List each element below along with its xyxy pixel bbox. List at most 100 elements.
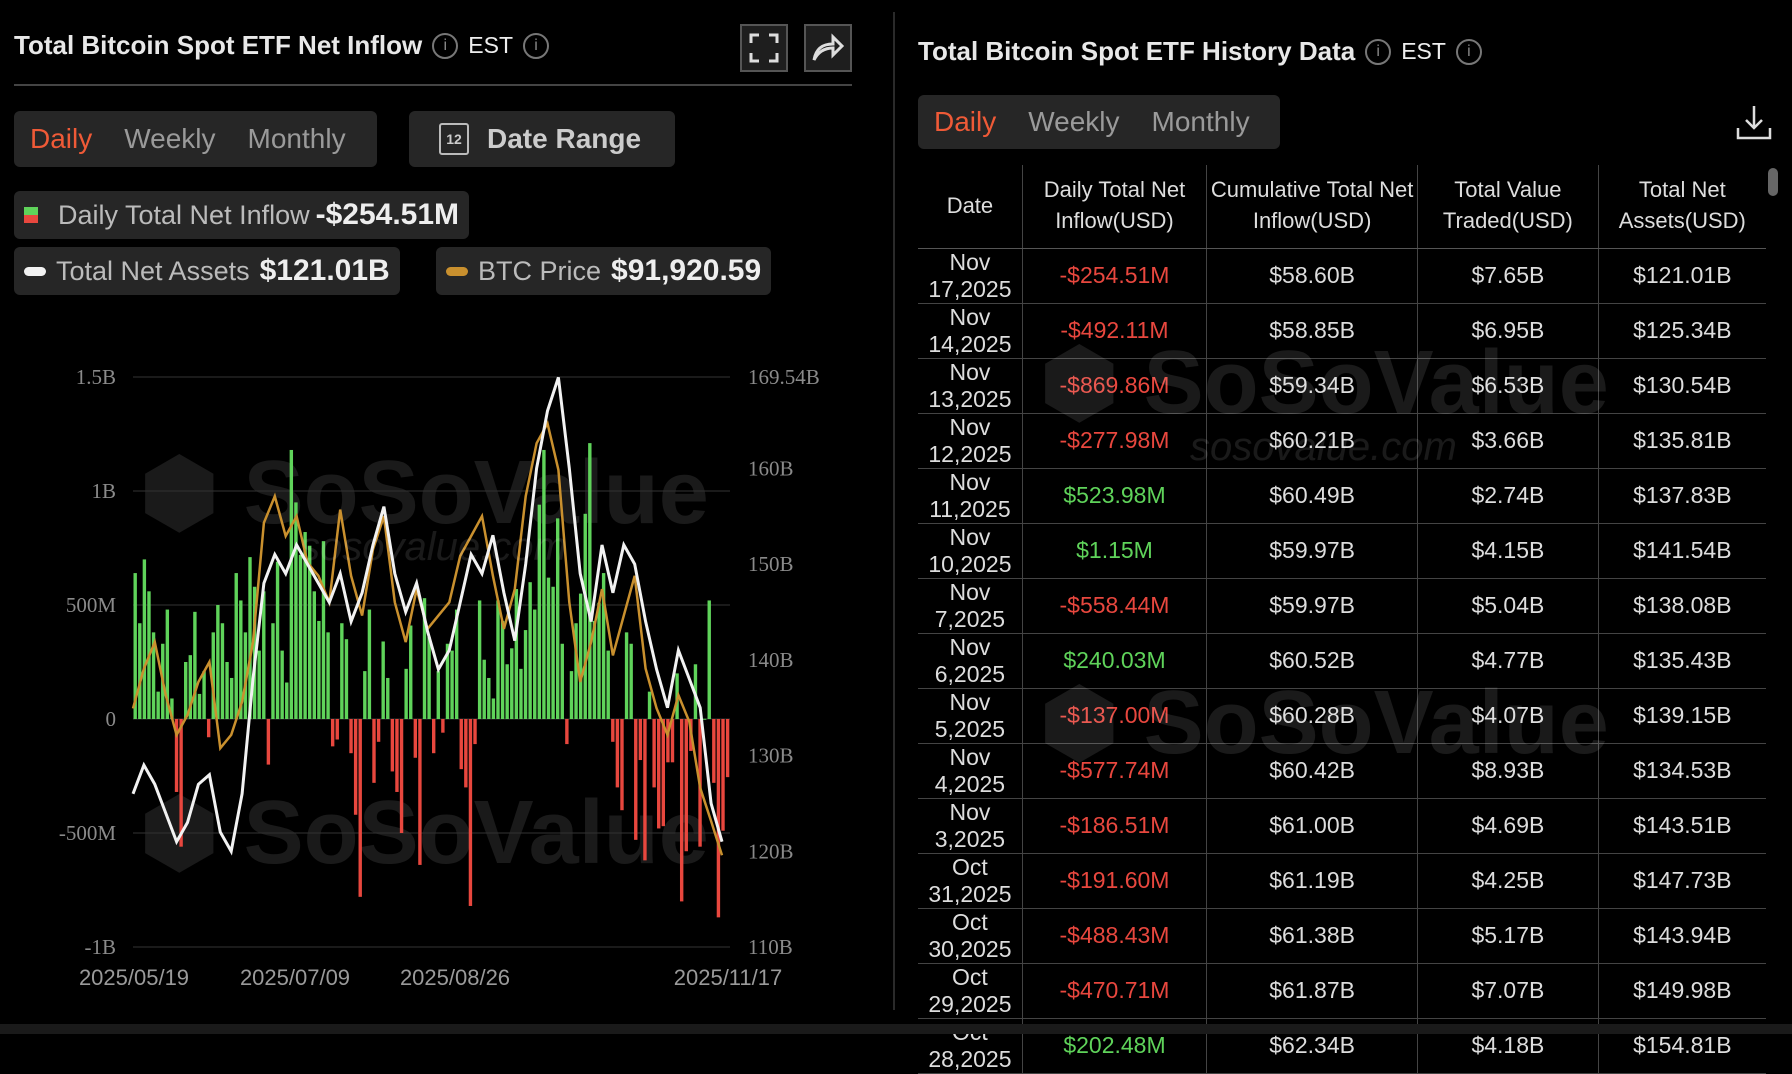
table-cell: $6.53B	[1417, 358, 1599, 414]
tab-daily[interactable]: Daily	[934, 106, 997, 137]
table-cell: Oct 29,2025	[918, 963, 1023, 1019]
inflow-bar	[551, 586, 555, 719]
inflow-bar	[248, 557, 252, 719]
column-header: Total Net Assets(USD)	[1597, 165, 1766, 249]
inflow-bar	[482, 659, 486, 719]
table-cell: $4.25B	[1417, 853, 1599, 909]
download-button[interactable]	[1736, 104, 1772, 145]
table-row[interactable]: Oct 30,2025 -$488.43M $61.38B $5.17B $143.94…	[918, 908, 1766, 964]
inflow-bar	[340, 623, 344, 719]
panel-title-text: Total Bitcoin Spot ETF Net Inflow	[14, 30, 423, 60]
y-left-tick-label: 1B	[91, 479, 116, 503]
history-panel-title: Total Bitcoin Spot ETF History Data i ES…	[918, 36, 1482, 67]
table-cell: $60.49B	[1206, 468, 1418, 524]
legend-total-net-assets[interactable]: Total Net Assets $121.01B	[14, 247, 400, 295]
x-tick-label: 2025/05/19	[79, 965, 189, 990]
table-row[interactable]: Nov 6,2025 $240.03M $60.52B $4.77B $135.43B	[918, 633, 1766, 689]
inflow-bar	[285, 682, 289, 719]
table-cell: -$254.51M	[1021, 248, 1207, 304]
inflow-bar	[533, 609, 537, 719]
inflow-bar	[202, 671, 206, 719]
table-row[interactable]: Nov 10,2025 $1.15M $59.97B $4.15B $141.54B	[918, 523, 1766, 579]
table-cell: $523.98M	[1021, 468, 1207, 524]
inflow-bar	[445, 643, 450, 719]
inflow-bar	[464, 719, 468, 788]
info-icon[interactable]: i	[1455, 38, 1482, 65]
inflow-bar	[133, 573, 137, 719]
tab-weekly[interactable]: Weekly	[124, 123, 216, 154]
table-cell: $8.93B	[1417, 743, 1599, 799]
table-cell: $60.42B	[1206, 743, 1418, 799]
inflow-bar	[473, 719, 477, 745]
inflow-bar	[427, 636, 431, 719]
table-scrollbar[interactable]	[1768, 168, 1778, 196]
inflow-bar	[477, 600, 482, 719]
legend-value: -$254.51M	[315, 198, 460, 231]
inflow-bar	[308, 545, 312, 719]
table-cell: $4.77B	[1417, 633, 1599, 689]
table-row[interactable]: Oct 31,2025 -$191.60M $61.19B $4.25B $147.73…	[918, 853, 1766, 909]
inflow-bar	[652, 719, 656, 788]
tab-monthly[interactable]: Monthly	[1151, 106, 1250, 137]
tab-monthly[interactable]: Monthly	[247, 123, 346, 154]
inflow-swatch-icon	[24, 207, 38, 223]
share-button[interactable]	[804, 24, 852, 72]
inflow-bar	[294, 502, 298, 719]
inflow-bar	[487, 677, 491, 719]
inflow-bar	[528, 582, 532, 719]
table-row[interactable]: Nov 7,2025 -$558.44M $59.97B $5.04B $138.08B	[918, 578, 1766, 634]
table-row[interactable]: Nov 17,2025 -$254.51M $58.60B $7.65B $121.01…	[918, 248, 1766, 304]
table-row[interactable]: Oct 29,2025 -$470.71M $61.87B $7.07B $149.98…	[918, 963, 1766, 1019]
inflow-bar	[661, 719, 666, 827]
tab-weekly[interactable]: Weekly	[1028, 106, 1120, 137]
inflow-bar	[615, 719, 620, 788]
table-row[interactable]: Nov 14,2025 -$492.11M $58.85B $6.95B $125.34…	[918, 303, 1766, 359]
history-period-tabs: Daily Weekly Monthly	[918, 95, 1280, 149]
table-cell: $4.69B	[1417, 798, 1599, 854]
inflow-bar	[321, 541, 326, 719]
inflow-bar	[409, 625, 413, 719]
inflow-bar	[216, 605, 220, 719]
inflow-bar	[266, 719, 271, 765]
bottom-bar	[0, 1024, 1792, 1034]
legend-value: $121.01B	[259, 254, 390, 287]
table-cell: $3.66B	[1417, 413, 1599, 469]
legend-btc-price[interactable]: BTC Price $91,920.59	[436, 247, 772, 295]
table-cell: -$137.00M	[1021, 688, 1207, 744]
table-cell: $4.15B	[1417, 523, 1599, 579]
fullscreen-button[interactable]	[740, 24, 788, 72]
inflow-bar	[197, 693, 202, 719]
date-range-label: Date Range	[487, 123, 642, 154]
date-range-button[interactable]: 12 Date Range	[409, 111, 675, 167]
table-cell: Nov 14,2025	[918, 303, 1023, 359]
inflow-chart[interactable]: 1.5B 1B 500M 0 -500M -1B 169.54B 160B 150B 140B 13…	[0, 340, 880, 1020]
info-icon[interactable]: i	[432, 32, 459, 59]
table-cell: $61.38B	[1206, 908, 1418, 964]
legend-label: BTC Price	[478, 255, 602, 286]
inflow-bar	[519, 668, 523, 719]
table-row[interactable]: Nov 3,2025 -$186.51M $61.00B $4.69B $143.51B	[918, 798, 1766, 854]
inflow-bar	[386, 677, 390, 719]
info-icon[interactable]: i	[523, 32, 549, 59]
table-row[interactable]: Nov 5,2025 -$137.00M $60.28B $4.07B $139.15B	[918, 688, 1766, 744]
info-icon[interactable]: i	[1365, 38, 1392, 65]
inflow-bar	[220, 623, 225, 719]
table-cell: -$488.43M	[1021, 908, 1207, 964]
table-row[interactable]: Nov 11,2025 $523.98M $60.49B $2.74B $137.83B	[918, 468, 1766, 524]
table-row[interactable]: Nov 12,2025 -$277.98M $60.21B $3.66B $135.81…	[918, 413, 1766, 469]
table-cell: $5.04B	[1417, 578, 1599, 634]
inflow-bar	[188, 655, 192, 719]
table-cell: $135.81B	[1597, 413, 1766, 469]
legend-daily-inflow[interactable]: Daily Total Net Inflow -$254.51M	[14, 191, 470, 239]
inflow-bar	[505, 664, 509, 719]
table-row[interactable]: Nov 13,2025 -$869.86M $59.34B $6.53B $130.54…	[918, 358, 1766, 414]
tab-daily[interactable]: Daily	[30, 123, 93, 154]
table-row[interactable]: Nov 4,2025 -$577.74M $60.42B $8.93B $134.53B	[918, 743, 1766, 799]
table-cell: Oct 30,2025	[918, 908, 1023, 964]
inflow-bar	[684, 719, 688, 852]
inflow-bar	[510, 648, 514, 719]
inflow-bar	[367, 609, 372, 719]
share-icon	[812, 33, 845, 61]
y-left-tick-label: -500M	[59, 821, 116, 845]
table-cell: $59.34B	[1206, 358, 1418, 414]
